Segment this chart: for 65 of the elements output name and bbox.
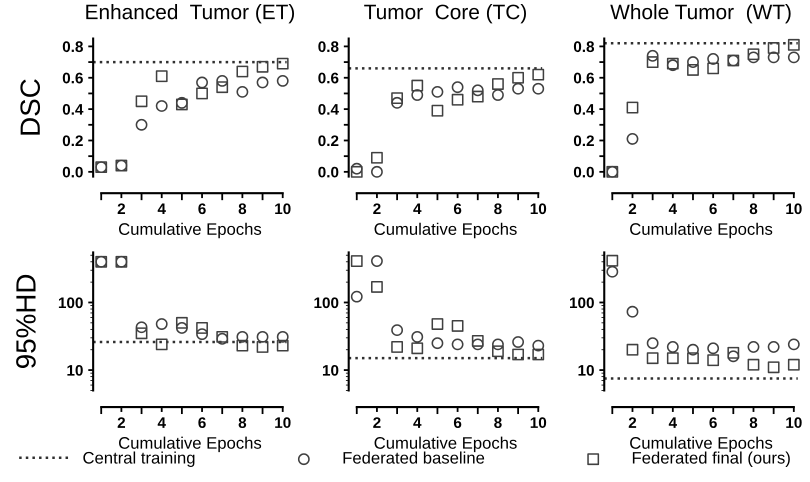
x-axis-title: Cumulative Epochs xyxy=(119,436,262,452)
x-tick-label: 10 xyxy=(786,417,802,428)
y-tick-label: 0.8 xyxy=(62,41,83,52)
y-tick-label: 0.8 xyxy=(574,41,594,52)
legend-label: Federated baseline xyxy=(344,451,484,464)
y-tick-label: 0.2 xyxy=(62,135,83,146)
x-tick-label: 10 xyxy=(530,203,546,214)
x-tick-label: 2 xyxy=(118,417,126,428)
y-tick-label: 0.0 xyxy=(318,166,338,178)
x-tick-label: 8 xyxy=(238,417,246,428)
y-tick-label: 0.8 xyxy=(318,41,339,52)
x-tick-label: 2 xyxy=(118,203,126,214)
y-axis-title: 95%HD xyxy=(16,274,36,368)
x-tick-label: 2 xyxy=(373,417,381,428)
chart-title: Whole Tumor (WT) xyxy=(610,4,791,24)
x-tick-label: 6 xyxy=(198,417,206,428)
x-axis-title: Cumulative Epochs xyxy=(119,222,262,238)
x-tick-label: 4 xyxy=(668,417,677,428)
x-tick-label: 8 xyxy=(494,203,502,214)
y-tick-label: 100 xyxy=(314,297,338,308)
x-tick-label: 10 xyxy=(275,417,291,428)
y-tick-label: 100 xyxy=(58,297,83,308)
y-tick-label: 10 xyxy=(578,364,594,376)
x-tick-label: 4 xyxy=(668,203,677,214)
x-axis-title: Cumulative Epochs xyxy=(374,436,517,452)
y-tick-label: 10 xyxy=(322,364,338,376)
x-tick-label: 8 xyxy=(750,417,758,428)
chart-title: Tumor Core (TC) xyxy=(364,4,526,24)
x-tick-label: 10 xyxy=(786,203,802,214)
x-tick-label: 2 xyxy=(373,203,381,214)
x-axis-title: Cumulative Epochs xyxy=(630,222,772,238)
chart-title: Enhanced Tumor (ET) xyxy=(86,4,294,24)
y-tick-label: 0.0 xyxy=(62,166,83,178)
y-tick-label: 0.4 xyxy=(62,104,84,115)
x-tick-label: 6 xyxy=(454,203,462,214)
legend-label: Federated final (ours) xyxy=(632,451,790,467)
y-tick-label: 0.4 xyxy=(574,104,594,115)
x-tick-label: 10 xyxy=(530,417,546,428)
x-tick-label: 4 xyxy=(158,203,166,214)
y-tick-label: 0.6 xyxy=(574,72,594,84)
x-tick-label: 6 xyxy=(454,417,462,428)
x-tick-label: 2 xyxy=(628,203,636,214)
x-axis-title: Cumulative Epochs xyxy=(630,436,772,452)
x-tick-label: 10 xyxy=(275,203,291,214)
x-tick-label: 4 xyxy=(413,203,422,214)
y-tick-label: 0.6 xyxy=(62,72,83,84)
legend-label: Central training xyxy=(83,451,194,467)
x-tick-label: 6 xyxy=(709,417,717,428)
x-tick-label: 4 xyxy=(158,417,166,428)
x-tick-label: 8 xyxy=(750,203,758,214)
y-axis-title: DSC xyxy=(20,79,40,135)
y-tick-label: 0.2 xyxy=(574,135,594,146)
x-tick-label: 6 xyxy=(709,203,717,214)
y-tick-label: 0.0 xyxy=(574,166,594,178)
x-tick-label: 8 xyxy=(494,417,502,428)
y-tick-label: 10 xyxy=(67,364,83,376)
y-tick-label: 0.2 xyxy=(318,135,338,146)
y-tick-label: 0.4 xyxy=(318,104,339,115)
y-tick-label: 0.6 xyxy=(318,72,338,84)
x-tick-label: 4 xyxy=(413,417,422,428)
x-axis-title: Cumulative Epochs xyxy=(374,222,517,238)
x-tick-label: 8 xyxy=(238,203,246,214)
x-tick-label: 6 xyxy=(198,203,206,214)
x-tick-label: 2 xyxy=(628,417,636,428)
y-tick-label: 100 xyxy=(570,297,594,308)
